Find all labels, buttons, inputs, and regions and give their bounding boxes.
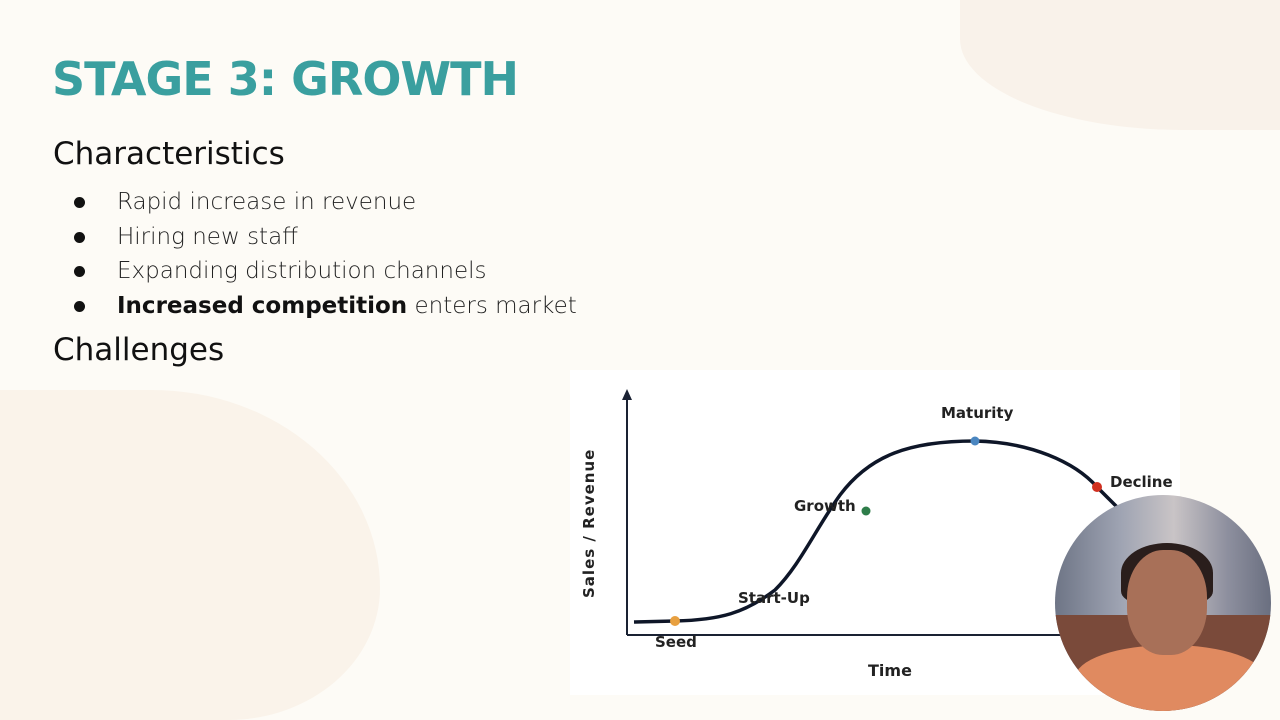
presenter-face [1127,550,1207,655]
lifecycle-diagram: Seed Start-Up Growth Maturity Decline Ti… [570,370,1180,695]
x-axis-label: Time [868,661,912,680]
list-item: Increased competition enters market [72,289,577,324]
background-shape [960,0,1280,130]
lifecycle-curve [633,439,1122,624]
slide-title: STAGE 3: GROWTH [52,52,519,106]
list-item: Hiring new staff [72,220,577,255]
presenter-body [1075,645,1265,711]
bullet-icon [74,266,85,277]
growth-point [861,506,871,516]
decline-point [1092,482,1102,492]
list-item: Expanding distribution channels [72,254,577,289]
stage-label-growth: Growth [794,497,856,515]
seed-point [670,616,680,626]
stage-label-maturity: Maturity [941,404,1014,422]
bullet-text: Hiring new staff [117,223,299,250]
list-item: Rapid increase in revenue [72,185,577,220]
maturity-point [970,436,980,446]
characteristics-list: Rapid increase in revenue Hiring new sta… [72,185,577,323]
bullet-icon [74,300,85,312]
bullet-text: Rapid increase in revenue [117,189,417,215]
stage-label-decline: Decline [1110,473,1173,491]
y-axis-label: Sales / Revenue [580,449,598,598]
bullet-bold: Increased competition [117,292,408,319]
stage-label-seed: Seed [655,633,697,651]
presenter-webcam [1055,495,1271,711]
background-shape [0,390,380,720]
bullet-icon [74,197,85,208]
y-axis-arrow-icon [622,389,632,400]
bullet-icon [74,231,85,243]
characteristics-heading: Characteristics [53,136,285,172]
stage-label-startup: Start-Up [738,589,810,607]
challenges-heading: Challenges [53,332,225,368]
bullet-text: Expanding distribution channels [117,258,487,284]
bullet-text: enters market [407,292,577,319]
